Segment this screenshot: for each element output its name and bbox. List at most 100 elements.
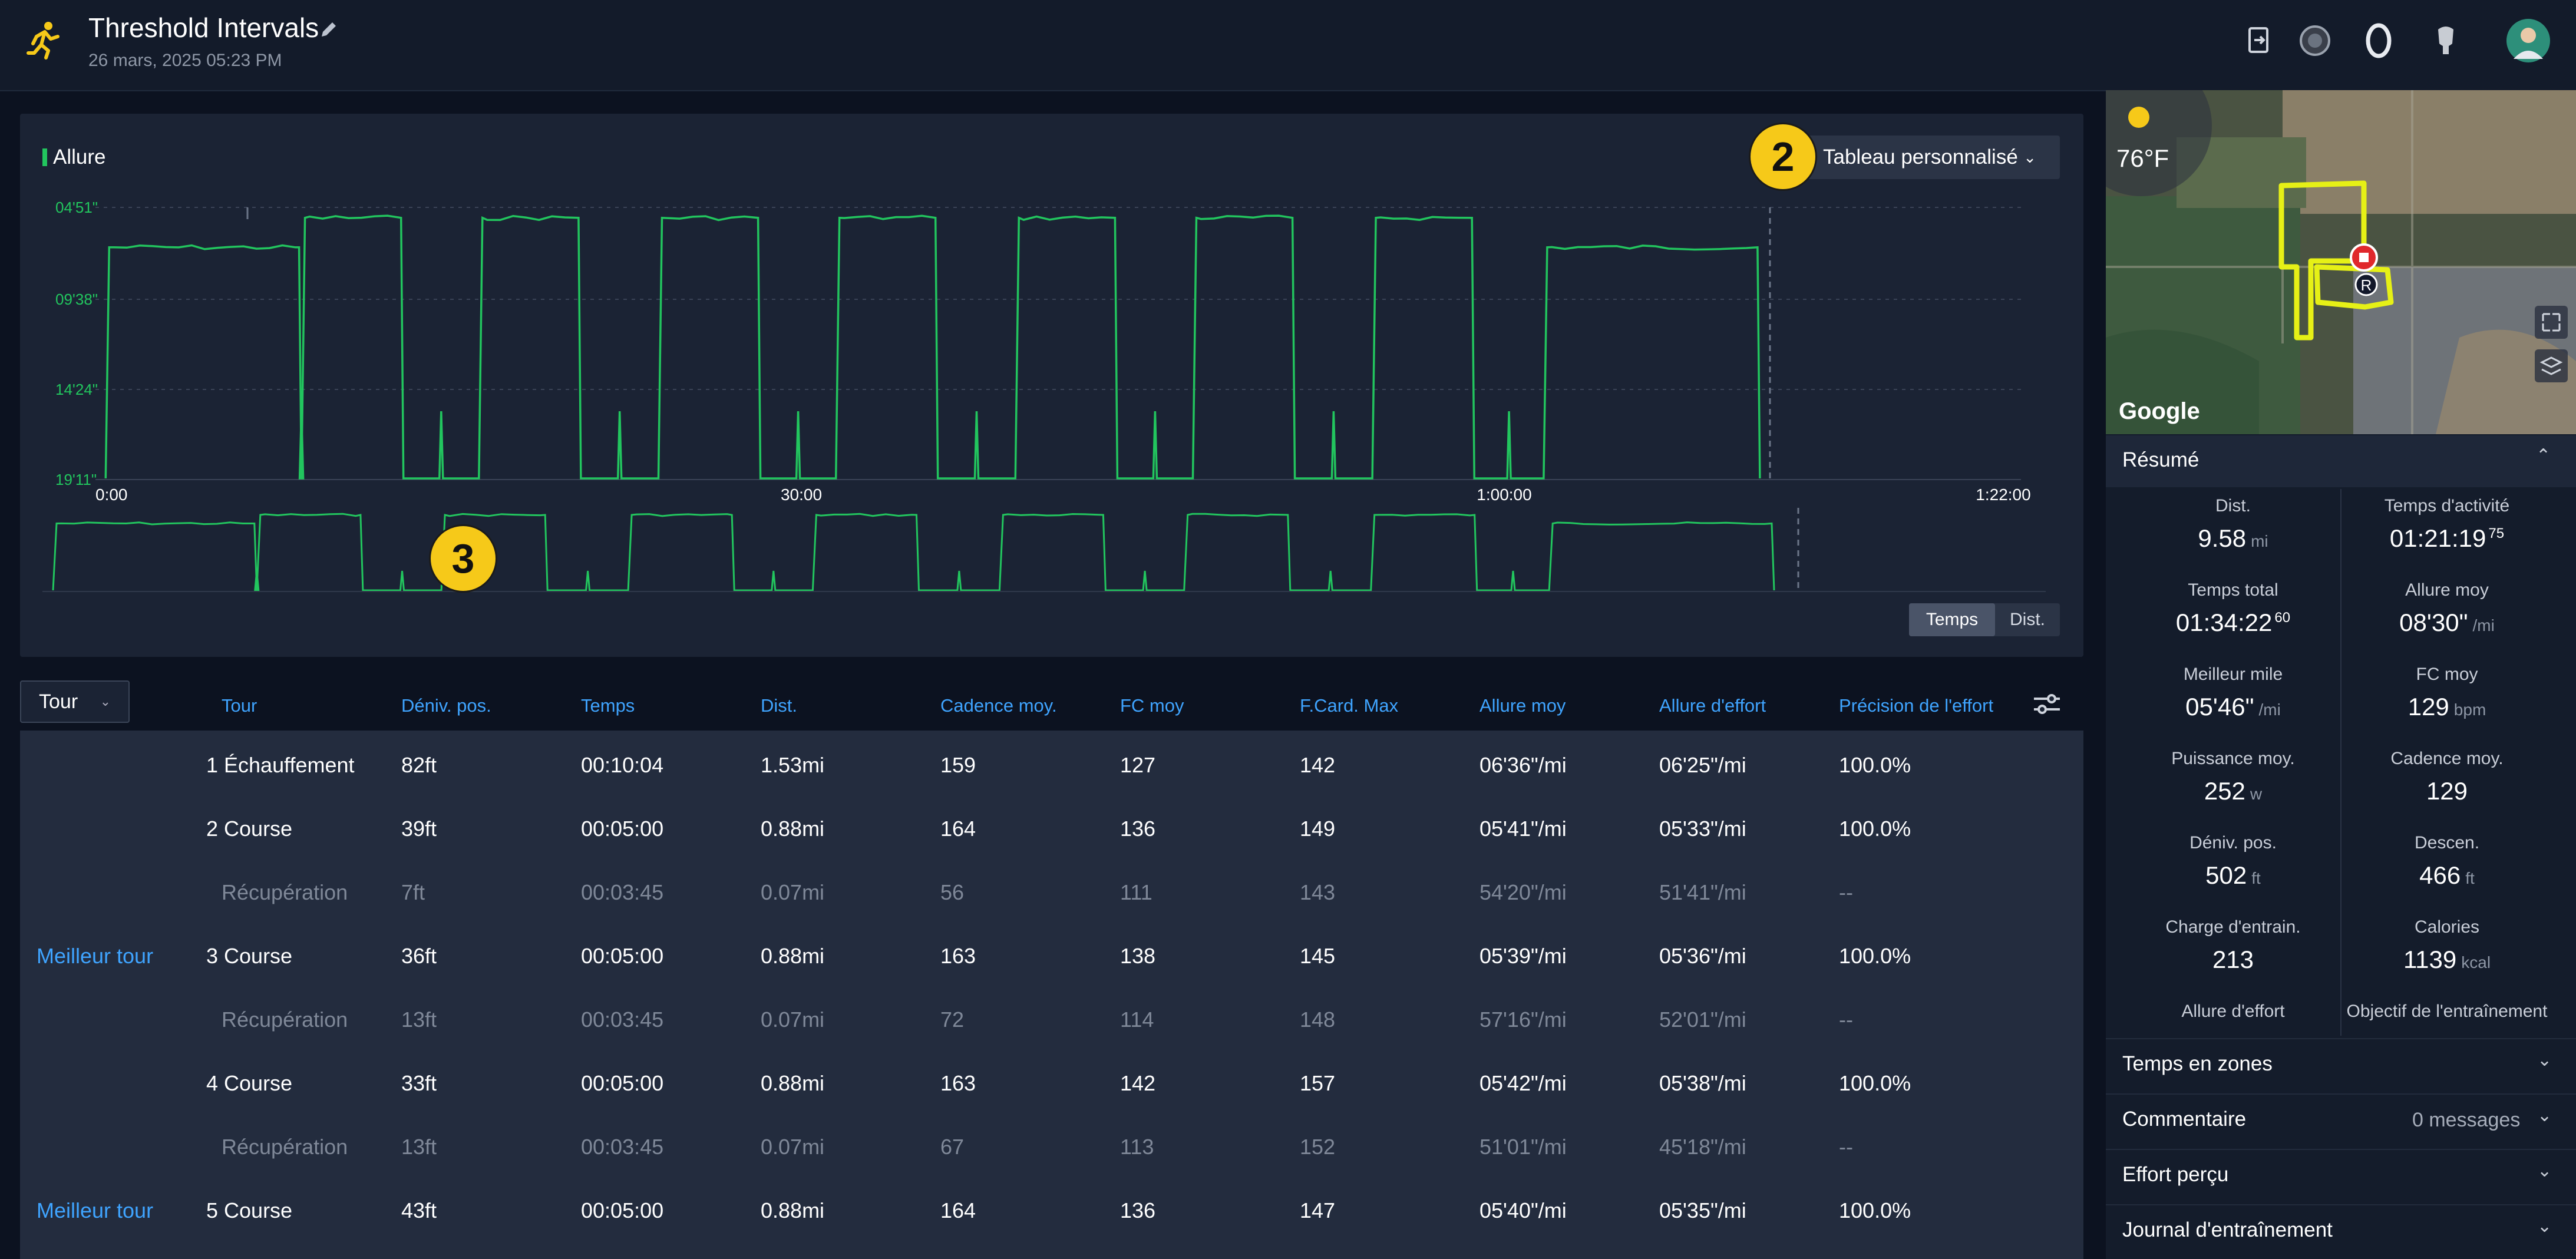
accordion-section[interactable] — [2106, 1093, 2576, 1148]
stat-value: 129 bpm — [2341, 693, 2553, 721]
stat-label: Charge d'entrain. — [2165, 917, 2301, 937]
lap-distance-cell: 1.53mi — [761, 753, 825, 777]
overview-pace-line — [52, 513, 1775, 592]
effort-pace-cell: 45'18"/mi — [1659, 1135, 1746, 1159]
effort-pace-cell: 05'35"/mi — [1659, 1198, 1746, 1222]
chevron-down-icon[interactable]: ⌄ — [2537, 1106, 2552, 1125]
lap-filter-dropdown[interactable]: Tour ⌄ — [20, 680, 130, 723]
stat-value: 9.58 mi — [2127, 524, 2339, 553]
column-header-avg-pace[interactable]: Allure moy — [1479, 695, 1566, 716]
lap-filter-label: Tour — [39, 690, 78, 713]
legend-swatch — [42, 148, 47, 166]
route-map[interactable]: R — [2106, 90, 2576, 434]
column-header-time[interactable]: Temps — [581, 695, 635, 716]
device-band-icon[interactable] — [2358, 20, 2399, 61]
accordion-section[interactable] — [2106, 1204, 2576, 1258]
stat-label: Descen. — [2414, 833, 2480, 852]
avg-hr-cell: 111 — [1120, 880, 1152, 904]
map-layers-icon[interactable] — [2535, 349, 2568, 382]
chevron-down-icon[interactable]: ⌄ — [2537, 1161, 2552, 1181]
stat-value: 1139 kcal — [2341, 946, 2553, 974]
accordion-section[interactable] — [2106, 1149, 2576, 1203]
user-avatar[interactable] — [2505, 18, 2551, 64]
stat-value: 05'46"/mi — [2127, 693, 2339, 721]
earbuds-icon[interactable] — [2425, 20, 2466, 61]
avg-hr-cell: 114 — [1120, 1007, 1154, 1032]
avg-cadence-cell: 72 — [940, 1007, 965, 1032]
effort-pace-cell: 05'33"/mi — [1659, 817, 1746, 841]
avg-hr-cell: 138 — [1120, 944, 1156, 968]
avg-cadence-cell: 159 — [940, 753, 976, 777]
lap-time-cell: 00:03:45 — [581, 880, 664, 904]
effort-accuracy-cell: 100.0% — [1839, 817, 1911, 841]
toggle-distance-button[interactable]: Dist. — [2010, 610, 2045, 629]
start-marker-icon — [2354, 273, 2378, 296]
elevation-gain-cell: 43ft — [401, 1198, 437, 1222]
x-tick-label: 30:00 — [781, 485, 822, 504]
edit-pencil-icon[interactable] — [318, 19, 339, 40]
stat-unit: ft — [2251, 869, 2261, 887]
accordion-section[interactable] — [2106, 1038, 2576, 1092]
lap-name-cell: Récupération — [222, 1135, 348, 1159]
stat-number: 502 — [2205, 861, 2247, 889]
x-tick-label: 0:00 — [95, 485, 128, 504]
running-icon — [27, 22, 60, 60]
stat-value: 252 w — [2127, 777, 2339, 805]
column-header-effort-pace[interactable]: Allure d'effort — [1659, 695, 1766, 716]
lap-name-cell: 5 Course — [206, 1198, 293, 1222]
column-header-cadence[interactable]: Cadence moy. — [940, 695, 1057, 716]
stat-value: 213 — [2127, 946, 2339, 974]
column-header-elevation-gain[interactable]: Déniv. pos. — [401, 695, 491, 716]
avg-pace-cell: 06'36"/mi — [1479, 753, 1567, 777]
avg-cadence-cell: 164 — [940, 817, 976, 841]
legend-label: Allure — [53, 146, 106, 168]
stat-unit: kcal — [2461, 953, 2491, 971]
grid — [95, 207, 2021, 589]
column-header-distance[interactable]: Dist. — [761, 695, 797, 716]
accordion-label: Effort perçu — [2122, 1163, 2229, 1186]
fullscreen-map-icon[interactable] — [2535, 306, 2568, 339]
chevron-down-icon[interactable]: ⌄ — [2537, 1217, 2552, 1236]
stat-number: 466 — [2419, 861, 2461, 889]
lap-time-cell: 00:05:00 — [581, 1071, 664, 1095]
summary-header[interactable] — [2106, 435, 2576, 487]
effort-accuracy-cell: -- — [1839, 1135, 1853, 1159]
stat-label: Dist. — [2215, 496, 2251, 516]
toggle-time-button[interactable]: Temps — [1909, 603, 1995, 636]
lap-name-cell: 2 Course — [206, 817, 293, 841]
elevation-gain-cell: 13ft — [401, 1135, 437, 1159]
top-bar — [0, 0, 2576, 91]
lap-time-cell: 00:03:45 — [581, 1007, 664, 1032]
lap-time-cell: 00:05:00 — [581, 944, 664, 968]
watch-face-icon[interactable] — [2294, 20, 2336, 61]
chevron-down-icon[interactable]: ⌄ — [2537, 1050, 2552, 1070]
accordion-label: Temps en zones — [2122, 1052, 2273, 1075]
avg-pace-cell: 05'42"/mi — [1479, 1071, 1567, 1095]
comment-count: 0 messages — [2412, 1109, 2521, 1131]
avg-pace-cell: 57'16"/mi — [1479, 1007, 1567, 1032]
temperature: 76°F — [2116, 144, 2169, 172]
export-icon[interactable] — [2239, 20, 2280, 61]
column-settings-icon[interactable] — [2032, 690, 2062, 718]
column-header-max-hr[interactable]: F.Card. Max — [1300, 695, 1399, 716]
lap-distance-cell: 0.88mi — [761, 817, 825, 841]
stat-unit: /mi — [2258, 700, 2281, 719]
chart-view-dropdown[interactable]: Tableau personnalisé ⌄ — [1806, 136, 2060, 179]
avg-hr-cell: 127 — [1120, 753, 1156, 777]
column-header-effort-accuracy[interactable]: Précision de l'effort — [1839, 695, 1994, 716]
chevron-down-icon: ⌄ — [100, 694, 111, 709]
stat-label: Cadence moy. — [2390, 749, 2504, 768]
accordion-label: Commentaire — [2122, 1108, 2247, 1131]
lap-distance-cell: 0.88mi — [761, 944, 825, 968]
avg-pace-cell: 05'40"/mi — [1479, 1198, 1567, 1222]
stat-label: Objectif de l'entraînement — [2346, 1002, 2548, 1021]
chevron-up-icon[interactable]: ⌃ — [2536, 446, 2551, 465]
stat-number: 213 — [2212, 946, 2254, 973]
column-header-lap[interactable]: Tour — [222, 695, 257, 716]
column-header-avg-hr[interactable]: FC moy — [1120, 695, 1184, 716]
elevation-gain-cell: 13ft — [401, 1007, 437, 1032]
best-lap-tag: Meilleur tour — [37, 944, 154, 968]
chart-view-label: Tableau personnalisé — [1823, 146, 2018, 168]
max-hr-cell: 147 — [1300, 1198, 1336, 1222]
